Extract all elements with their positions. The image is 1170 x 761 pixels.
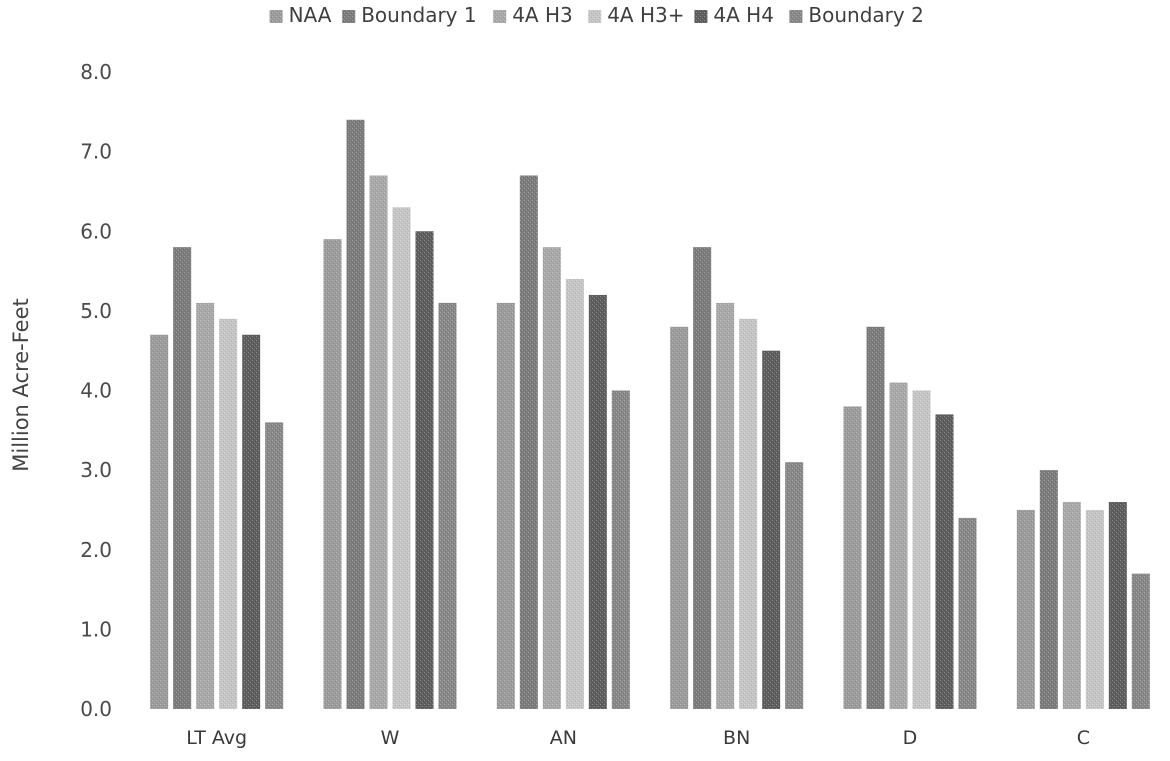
legend-swatch-texture bbox=[269, 10, 283, 23]
bar-texture bbox=[496, 302, 515, 709]
legend-label: Boundary 2 bbox=[808, 3, 923, 27]
y-tick-label: 6.0 bbox=[80, 219, 112, 243]
x-tick-label: BN bbox=[723, 727, 750, 749]
bar-texture bbox=[693, 247, 712, 710]
legend-swatch-texture bbox=[588, 10, 602, 23]
bar-texture bbox=[219, 318, 238, 709]
x-tick-label: W bbox=[381, 727, 400, 749]
legend-swatch-texture bbox=[789, 10, 803, 23]
x-axis: LT Avg W AN BN D C bbox=[186, 727, 1090, 749]
bar-texture bbox=[265, 422, 284, 709]
y-axis-title: Million Acre-Feet bbox=[9, 298, 33, 472]
bar-texture bbox=[1016, 509, 1035, 709]
bar-texture bbox=[346, 119, 365, 709]
y-tick-label: 7.0 bbox=[80, 140, 112, 164]
x-tick-label: AN bbox=[550, 727, 577, 749]
x-tick-label: D bbox=[903, 727, 918, 749]
bar-texture bbox=[173, 247, 192, 710]
bar-texture bbox=[588, 294, 607, 709]
bar-texture bbox=[958, 517, 977, 709]
bar-texture bbox=[912, 390, 931, 709]
legend-swatch-texture bbox=[493, 10, 507, 23]
bars-group bbox=[150, 119, 1150, 710]
legend: NAA Boundary 1 4A H3 4A H3+ 4A H4 Boundary 2 bbox=[269, 3, 924, 27]
legend-swatch-texture bbox=[694, 10, 708, 23]
bar-texture bbox=[866, 326, 885, 709]
bar-texture bbox=[323, 239, 342, 709]
bar-texture bbox=[438, 302, 457, 709]
y-tick-label: 5.0 bbox=[80, 299, 112, 323]
bar-texture bbox=[670, 326, 689, 709]
y-tick-label: 4.0 bbox=[80, 379, 112, 403]
bar-texture bbox=[415, 231, 434, 709]
bar-texture bbox=[369, 175, 388, 709]
legend-label: 4A H3+ bbox=[607, 3, 684, 27]
bar-texture bbox=[565, 279, 584, 709]
y-tick-label: 8.0 bbox=[80, 60, 112, 84]
bar-texture bbox=[519, 175, 538, 709]
bar-texture bbox=[611, 390, 630, 709]
bar-texture bbox=[1039, 470, 1058, 709]
bar-texture bbox=[196, 302, 215, 709]
legend-label: 4A H4 bbox=[713, 3, 774, 27]
bar-texture bbox=[716, 302, 735, 709]
bar-texture bbox=[889, 382, 908, 709]
y-tick-label: 2.0 bbox=[80, 538, 112, 562]
legend-swatch-texture bbox=[342, 10, 356, 23]
y-axis: 0.0 1.0 2.0 3.0 4.0 5.0 6.0 7.0 8.0 bbox=[80, 60, 112, 721]
bar-texture bbox=[242, 334, 261, 709]
bar-texture bbox=[542, 247, 561, 710]
bar-texture bbox=[739, 318, 758, 709]
bar-texture bbox=[1085, 509, 1104, 709]
bar-texture bbox=[1131, 573, 1150, 709]
x-tick-label: LT Avg bbox=[186, 727, 247, 749]
legend-label: 4A H3 bbox=[512, 3, 573, 27]
y-tick-label: 0.0 bbox=[80, 697, 112, 721]
bar-texture bbox=[843, 406, 862, 709]
legend-label: NAA bbox=[289, 3, 332, 27]
x-tick-label: C bbox=[1077, 727, 1090, 749]
bar-texture bbox=[392, 207, 411, 710]
bar-texture bbox=[785, 462, 804, 709]
legend-label: Boundary 1 bbox=[361, 3, 476, 27]
bar-texture bbox=[150, 334, 169, 709]
y-tick-label: 3.0 bbox=[80, 458, 112, 482]
bar-texture bbox=[762, 350, 781, 709]
bar-texture bbox=[935, 414, 954, 709]
bar-texture bbox=[1108, 501, 1127, 709]
bar-texture bbox=[1062, 501, 1081, 709]
y-tick-label: 1.0 bbox=[80, 617, 112, 641]
